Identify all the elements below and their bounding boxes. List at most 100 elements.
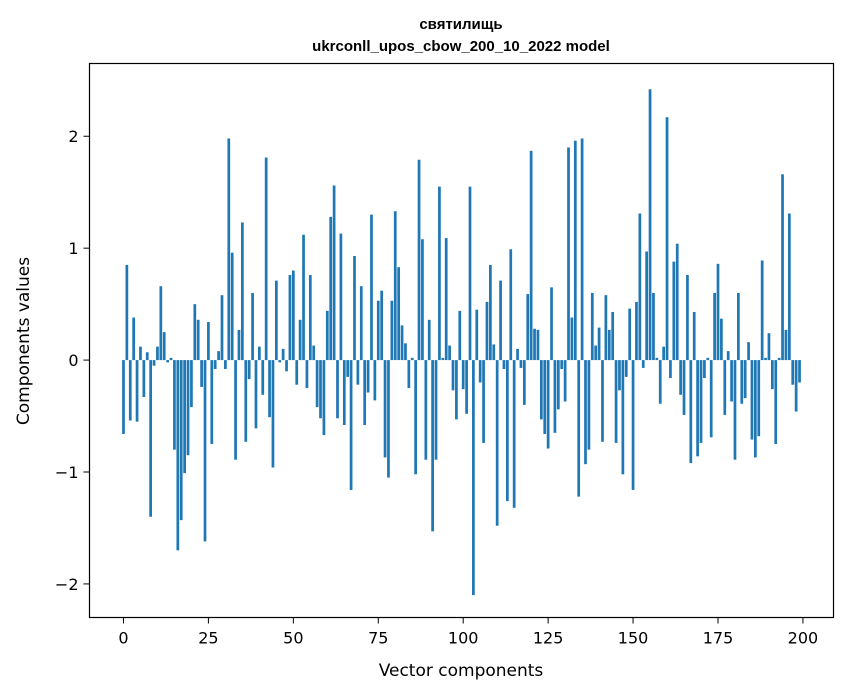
x-tick-label-175: 175 <box>703 629 734 648</box>
bar-168 <box>692 311 696 361</box>
bar-155 <box>648 89 652 361</box>
bar-57 <box>315 360 319 408</box>
bar-59 <box>322 360 326 436</box>
bar-128 <box>556 360 560 410</box>
bar-101 <box>465 360 468 414</box>
bar-182 <box>740 360 744 404</box>
bar-140 <box>597 327 601 361</box>
bar-32 <box>230 252 234 361</box>
bar-119 <box>526 294 530 361</box>
bar-179 <box>730 360 733 402</box>
bar-181 <box>737 292 740 361</box>
bar-20 <box>190 360 193 408</box>
bar-135 <box>580 138 584 361</box>
bar-70 <box>359 286 363 361</box>
bar-154 <box>645 251 649 361</box>
bar-170 <box>699 360 703 443</box>
bar-33 <box>234 360 237 460</box>
bar-15 <box>173 360 176 450</box>
bar-190 <box>767 333 771 361</box>
bar-141 <box>601 360 604 442</box>
bar-100 <box>461 360 465 390</box>
bar-90 <box>427 319 431 361</box>
bar-199 <box>798 360 801 383</box>
bar-8 <box>149 360 153 517</box>
bar-75 <box>376 300 380 361</box>
bar-88 <box>421 239 424 361</box>
bar-165 <box>682 360 686 415</box>
bar-191 <box>770 360 774 390</box>
y-tick-label-0: 0 <box>68 351 78 370</box>
bar-60 <box>325 310 329 361</box>
bar-156 <box>652 292 655 361</box>
bar-18 <box>183 360 186 474</box>
bar-56 <box>312 345 316 361</box>
bar-96 <box>448 345 451 361</box>
bar-72 <box>366 360 370 393</box>
bar-77 <box>383 360 387 458</box>
bar-38 <box>251 292 254 361</box>
bar-105 <box>478 360 482 383</box>
bar-67 <box>349 360 353 490</box>
bar-86 <box>414 360 417 475</box>
bars-group <box>122 89 801 596</box>
bar-189 <box>764 357 767 361</box>
bar-177 <box>723 360 727 415</box>
bar-3 <box>132 317 136 361</box>
bar-143 <box>607 329 611 361</box>
bar-114 <box>509 249 513 361</box>
bar-26 <box>210 360 214 445</box>
bar-98 <box>455 360 458 420</box>
bar-153 <box>641 360 645 368</box>
bar-113 <box>506 360 509 502</box>
bar-186 <box>754 360 757 458</box>
bar-183 <box>743 360 747 399</box>
bar-0 <box>122 360 125 434</box>
bar-162 <box>672 261 676 361</box>
bar-47 <box>281 348 285 361</box>
bar-107 <box>485 301 489 361</box>
bar-30 <box>224 360 227 370</box>
bar-174 <box>713 292 716 361</box>
bar-13 <box>166 360 169 363</box>
x-axis-ticks: 0 25 50 75 100 125 150 175 200 <box>118 617 818 648</box>
bar-151 <box>635 301 638 361</box>
chart-title-line-2: ukrconll_upos_cbow_200_10_2022 model <box>312 38 610 55</box>
bar-93 <box>438 186 441 361</box>
bar-68 <box>353 256 356 361</box>
bar-121 <box>533 328 536 361</box>
x-tick-label-25: 25 <box>198 629 218 648</box>
bar-89 <box>424 360 428 460</box>
bar-176 <box>720 318 723 361</box>
bar-166 <box>686 275 689 361</box>
y-tick-label--2: −2 <box>55 575 79 594</box>
bar-193 <box>777 357 781 361</box>
bar-104 <box>475 309 479 361</box>
bar-163 <box>675 243 679 361</box>
bar-152 <box>638 213 642 361</box>
bar-53 <box>302 234 305 361</box>
bar-112 <box>502 360 506 370</box>
bar-122 <box>536 329 540 361</box>
bar-62 <box>332 185 336 361</box>
bar-73 <box>370 214 373 361</box>
bar-169 <box>696 360 699 457</box>
bar-188 <box>760 260 764 361</box>
bar-27 <box>213 360 217 370</box>
bar-198 <box>794 360 798 412</box>
bar-106 <box>482 360 485 443</box>
bar-184 <box>747 342 750 361</box>
bar-130 <box>563 360 567 402</box>
y-axis-label: Components values <box>14 257 34 425</box>
bar-52 <box>298 319 302 361</box>
bar-1 <box>125 264 129 361</box>
bar-180 <box>733 360 737 460</box>
bar-95 <box>444 238 448 361</box>
bar-34 <box>237 329 241 361</box>
bar-178 <box>726 351 730 361</box>
bar-136 <box>584 360 587 465</box>
bar-131 <box>567 147 570 361</box>
bar-187 <box>757 360 761 437</box>
bar-22 <box>196 319 200 361</box>
bar-148 <box>624 360 628 377</box>
